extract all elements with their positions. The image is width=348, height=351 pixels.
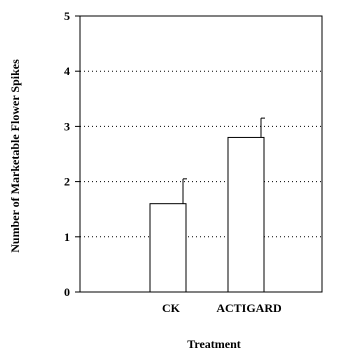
category-labels: CK ACTIGARD <box>162 301 282 315</box>
category-label: CK <box>162 301 181 315</box>
bars-group <box>149 136 265 293</box>
y-axis-label: Number of Marketable Flower Spikes <box>8 59 22 253</box>
y-tick-label: 3 <box>64 119 70 133</box>
bar <box>149 203 187 293</box>
y-tick-label: 5 <box>64 9 70 23</box>
bar <box>227 136 265 293</box>
y-tick-label: 1 <box>64 230 70 244</box>
y-ticks <box>75 15 80 293</box>
category-label: ACTIGARD <box>216 301 282 315</box>
grid-lines <box>80 70 322 238</box>
y-tick-label: 2 <box>64 175 70 189</box>
y-tick-label: 4 <box>64 64 70 78</box>
plot-frame <box>79 15 323 293</box>
error-bars-group <box>182 117 265 204</box>
y-tick-labels: 0 1 2 3 4 5 <box>64 9 70 299</box>
y-tick-label: 0 <box>64 285 70 299</box>
x-axis-label: Treatment <box>187 337 241 351</box>
